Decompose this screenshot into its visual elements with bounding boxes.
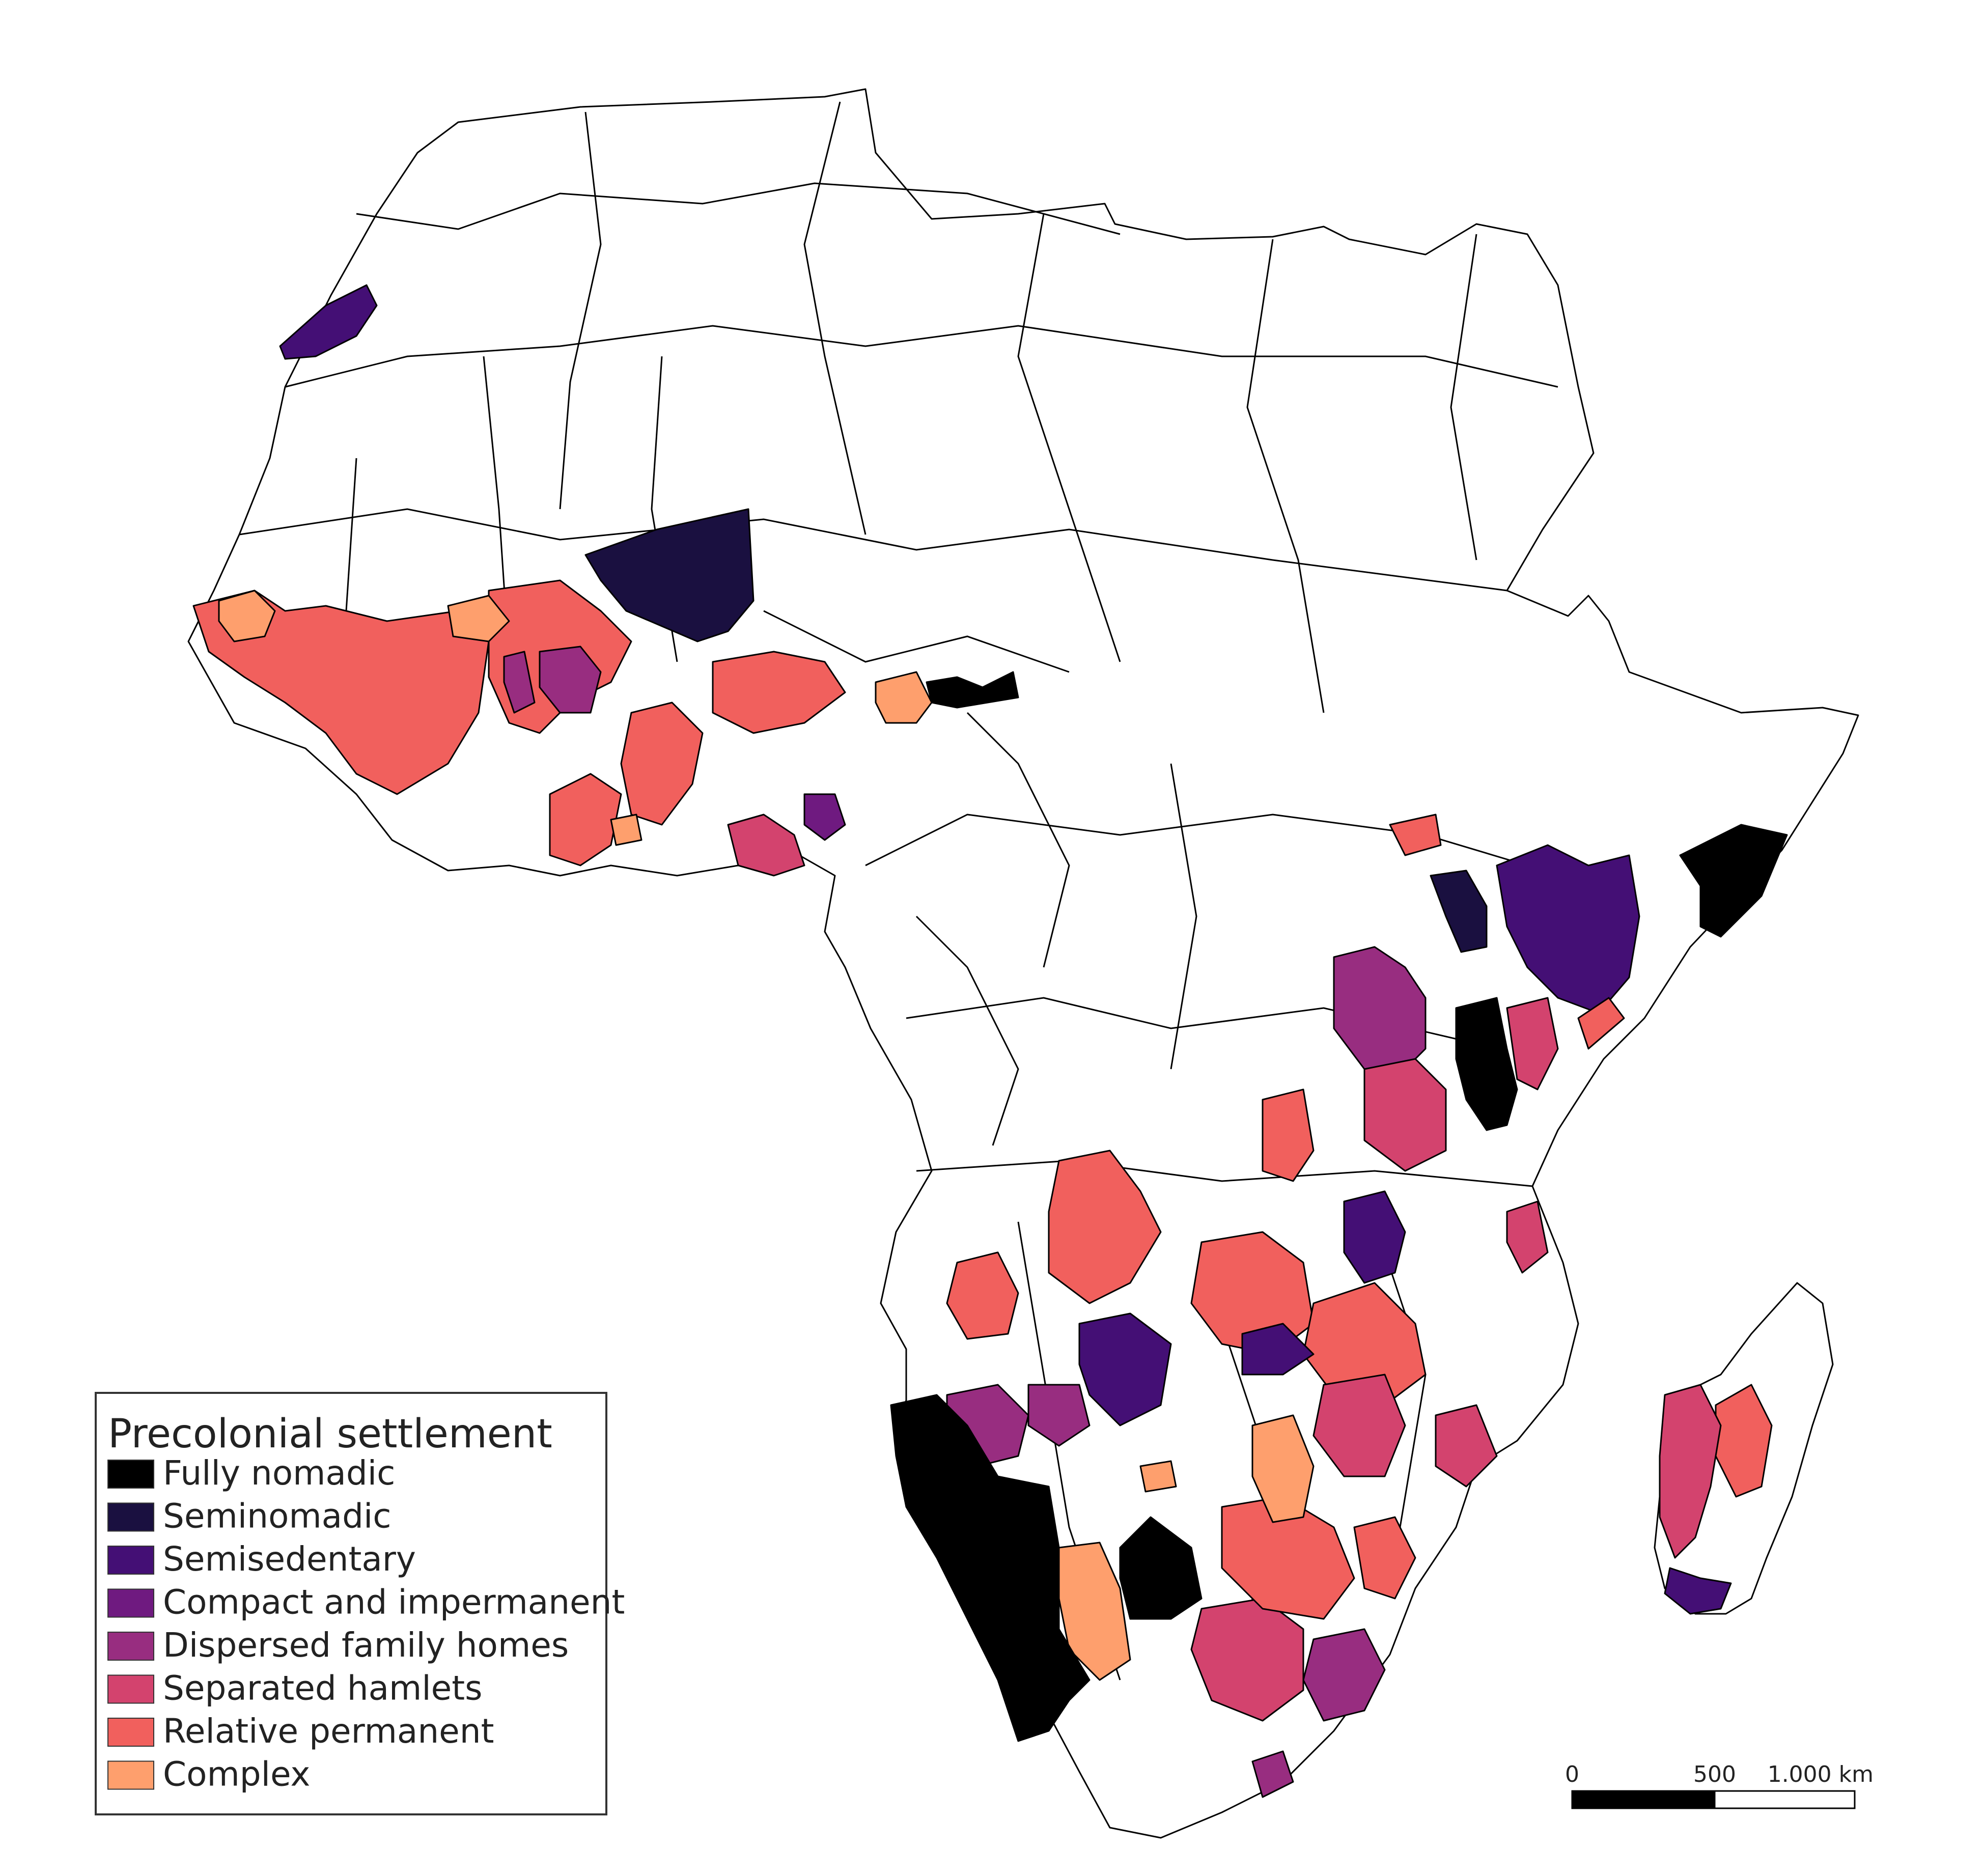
region-complex-s1	[1251, 1414, 1315, 1523]
region-seminomadic-east	[1430, 870, 1488, 953]
region-hamlets-s3	[1435, 1404, 1498, 1488]
region-semisedentary-central3	[1241, 1323, 1315, 1376]
region-hamlets-nigeria	[727, 814, 805, 877]
region-hamlets-s4	[1506, 1200, 1549, 1274]
region-semisedentary-east	[1496, 844, 1640, 1014]
legend-label: Semisedentary	[163, 1539, 416, 1579]
region-dispersed-w2	[503, 651, 536, 714]
region-dispersed-east	[1333, 946, 1427, 1080]
legend-label: Complex	[163, 1755, 311, 1794]
region-relative-coast-ke	[1577, 997, 1625, 1050]
region-nomadic-kalahari	[1119, 1516, 1203, 1620]
legend-label: Fully nomadic	[163, 1453, 395, 1493]
region-relative-east1	[1262, 1088, 1315, 1182]
scale-bar: 0 500 1.000 km	[1565, 1761, 1874, 1809]
region-hamlets-east2	[1506, 997, 1559, 1090]
region-relative-south2	[1353, 1516, 1416, 1600]
region-dispersed-s2	[1027, 1384, 1091, 1447]
region-relative-permanent-w1	[192, 590, 490, 795]
region-complex-s3	[1139, 1460, 1177, 1493]
region-seminomadic-sahel	[584, 508, 755, 642]
region-semisedentary-central1	[1343, 1190, 1406, 1284]
region-hamlets-s1	[1312, 1374, 1406, 1477]
legend-swatch	[107, 1546, 154, 1575]
legend-swatch	[107, 1588, 154, 1618]
region-nomadic-somalia	[1679, 824, 1788, 938]
region-complex-w1	[218, 590, 276, 642]
region-nomadic-rift	[1455, 997, 1518, 1131]
internal-boundaries	[239, 101, 1558, 1681]
region-semisedentary-madagascar	[1664, 1567, 1732, 1615]
legend-swatch	[107, 1760, 154, 1790]
region-relative-permanent-w3	[712, 651, 846, 734]
region-relative-central1	[1048, 1150, 1162, 1304]
region-relative-central4	[1302, 1282, 1427, 1406]
region-hamlets-madagascar	[1659, 1384, 1722, 1559]
scale-label-1000: 1.000 km	[1768, 1761, 1874, 1787]
region-nomadic-chad	[926, 671, 1019, 709]
region-compact-nigeria	[803, 793, 846, 841]
legend-swatch	[107, 1632, 154, 1661]
legend-swatch	[107, 1718, 154, 1747]
region-relative-permanent-w5	[620, 702, 704, 826]
region-nomadic-namibia	[890, 1394, 1091, 1742]
scale-bar-black-segment	[1571, 1790, 1716, 1809]
region-relative-permanent-w4	[549, 773, 622, 866]
region-dispersed-w1	[539, 646, 602, 714]
settlement-regions	[192, 284, 1788, 1798]
region-hamlets-east1	[1363, 1058, 1447, 1172]
legend-label: Compact and impermanent	[163, 1583, 625, 1622]
legend-label: Relative permanent	[163, 1712, 494, 1751]
region-semisedentary-nw	[279, 284, 378, 360]
legend-swatch	[107, 1460, 154, 1489]
scale-label-0: 0	[1565, 1761, 1579, 1787]
region-relative-east2	[1389, 814, 1442, 856]
legend-label: Separated hamlets	[163, 1669, 483, 1708]
legend-swatch	[107, 1674, 154, 1704]
region-semisedentary-central2	[1078, 1312, 1172, 1426]
region-complex-coast	[610, 814, 642, 846]
legend-title: Precolonial settlement	[108, 1411, 552, 1457]
region-complex-nigeria	[875, 671, 933, 724]
region-complex-w2	[447, 595, 510, 642]
legend-swatch	[107, 1502, 154, 1532]
legend-label: Dispersed family homes	[163, 1626, 569, 1665]
legend-label: Seminomadic	[163, 1497, 392, 1536]
region-relative-central3	[946, 1251, 1019, 1340]
scale-label-500: 500	[1693, 1761, 1736, 1787]
map-legend: Precolonial settlement Fully nomadic Semi…	[95, 1392, 625, 1815]
region-dispersed-s4	[1251, 1750, 1294, 1798]
region-complex-s2	[1058, 1542, 1131, 1681]
legend-box	[95, 1392, 607, 1815]
scale-bar-white-segment	[1714, 1790, 1856, 1809]
